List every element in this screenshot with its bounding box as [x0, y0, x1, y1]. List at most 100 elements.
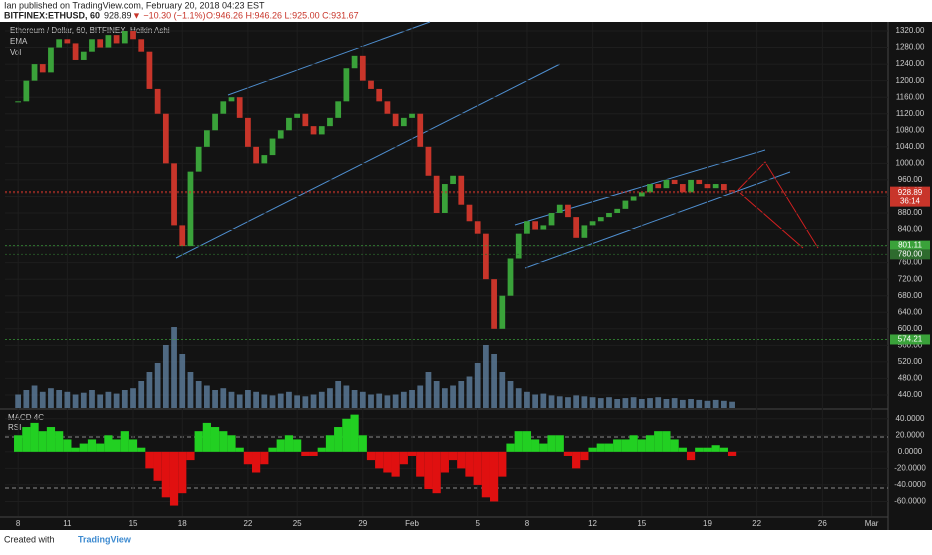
candle [253, 146, 259, 164]
macd-bar [727, 451, 737, 456]
macd-bar [63, 439, 72, 452]
volume-bar [614, 399, 621, 408]
macd-bar [596, 443, 605, 452]
price-badge [890, 187, 930, 198]
candle [31, 64, 38, 81]
y2-tick-label: -40.0000 [894, 480, 926, 489]
macd-bar [137, 447, 146, 452]
volume-bar [105, 391, 112, 408]
candle [721, 184, 727, 191]
macd-bar [227, 435, 236, 452]
price-badge [890, 240, 930, 251]
macd-bar [342, 418, 351, 452]
volume-bar [343, 385, 350, 408]
ohlc: O:946.26 H:946.26 L:925.00 C:931.67 [206, 10, 359, 20]
y-tick-label: 560.00 [898, 340, 923, 349]
volume-bar [171, 327, 177, 408]
y2-tick-label: -60.0000 [894, 497, 926, 506]
volume-bar [195, 381, 202, 408]
x-tick-label: 25 [293, 519, 302, 528]
volume-bar [335, 381, 342, 408]
candle [64, 39, 71, 44]
change: ▼ −10.30 (−1.1%) [132, 10, 205, 20]
macd-bar [637, 439, 646, 452]
publisher: Ian published on TradingView.com, Februa… [4, 0, 265, 10]
volume-bar [154, 363, 161, 408]
volume-bar [721, 400, 727, 408]
macd-bar [407, 451, 417, 456]
candle [335, 101, 342, 118]
volume-bar [466, 376, 473, 408]
macd-bar [55, 431, 64, 452]
candle [212, 113, 218, 131]
candle [729, 190, 735, 192]
macd-bar [547, 435, 556, 452]
candle [581, 225, 588, 238]
candle [343, 68, 350, 102]
macd-label: MACD 4C [8, 413, 44, 422]
macd-bar [678, 447, 687, 452]
candle [688, 179, 694, 193]
x-tick-label: 8 [525, 519, 530, 528]
candle [679, 184, 686, 193]
volume-bar [729, 401, 735, 408]
volume-bar [573, 395, 580, 408]
macd-bar [268, 447, 277, 452]
volume-bar [64, 391, 71, 408]
y-tick-label: 680.00 [898, 291, 923, 300]
volume-bar [417, 385, 424, 408]
y2-tick-label: 0.0000 [898, 447, 923, 456]
volume-bar [351, 390, 358, 408]
candle [220, 101, 227, 114]
price-badge-label: 780.00 [898, 249, 923, 258]
volume-bar [113, 393, 120, 408]
trend-lines [175, 21, 791, 269]
volume-bar [712, 399, 719, 408]
macd-bar [325, 435, 335, 452]
volume-bar [261, 394, 268, 408]
macd-bar [645, 435, 655, 452]
macd-bar [202, 422, 211, 452]
macd-bar [186, 451, 195, 461]
volume-bar [450, 385, 456, 408]
volume-bar [556, 396, 563, 408]
volume-bar [655, 397, 662, 408]
volume-bar [212, 390, 218, 408]
macd-bar [522, 431, 532, 452]
volume-bar [121, 390, 128, 408]
candle [154, 88, 161, 114]
candle [359, 55, 366, 81]
macd-bar [276, 439, 285, 452]
volume-bar [679, 399, 686, 408]
candle [89, 39, 95, 52]
volume-bar [688, 399, 694, 408]
macd-bar [112, 439, 121, 452]
volume-bar [269, 395, 276, 408]
candle [712, 184, 719, 189]
candle [236, 97, 243, 118]
macd-bar [169, 451, 179, 506]
macd-bar [71, 447, 80, 452]
candle [310, 126, 317, 135]
volume-bar [277, 393, 284, 408]
volume-bar [286, 391, 292, 408]
macd-bar [457, 451, 466, 469]
macd-bar [662, 431, 671, 452]
candle [384, 101, 391, 114]
volume-bar [638, 399, 645, 408]
candle [105, 35, 112, 48]
macd-bar [424, 451, 433, 490]
x-tick-label: 22 [243, 519, 252, 528]
candle [417, 113, 424, 147]
candle [130, 31, 136, 40]
candle [556, 204, 563, 213]
x-tick-label: 5 [475, 519, 480, 528]
candle [540, 225, 547, 230]
macd-bar [399, 451, 408, 465]
volume-bar [130, 388, 136, 408]
macd-bar [416, 451, 425, 477]
candle [171, 163, 177, 226]
volume-bar [253, 391, 259, 408]
projection-arrows [737, 161, 819, 249]
candle [195, 146, 202, 172]
